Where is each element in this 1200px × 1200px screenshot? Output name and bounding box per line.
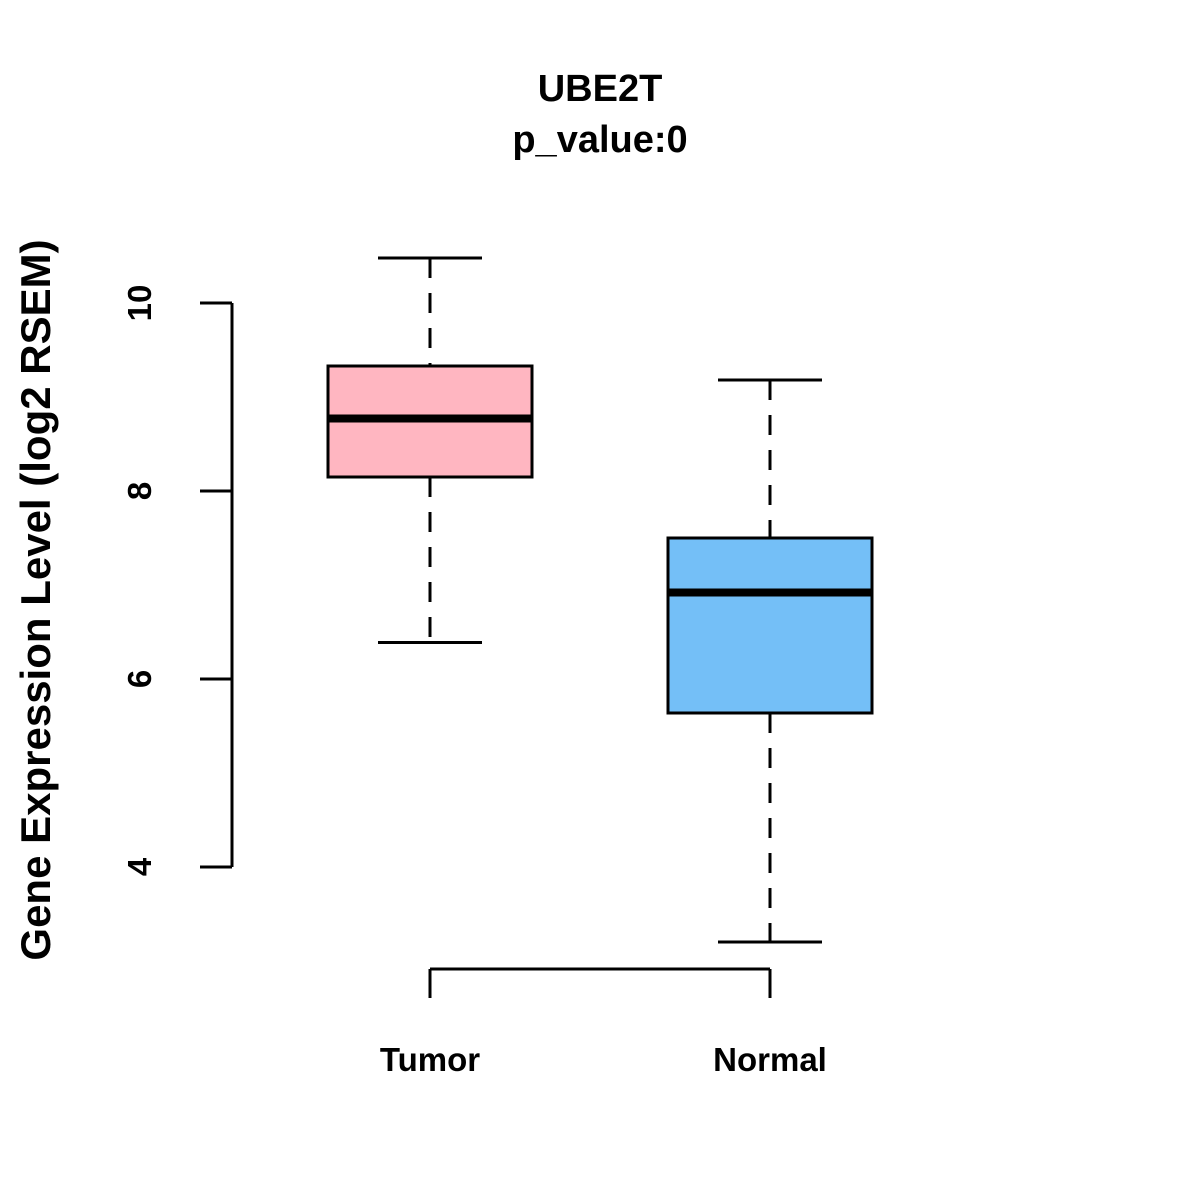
chart-subtitle: p_value:0 <box>512 119 688 161</box>
y-tick-label: 10 <box>121 284 158 322</box>
x-axis-label-normal: Normal <box>713 1041 827 1078</box>
chart-title: UBE2T <box>537 68 663 110</box>
y-tick-label: 6 <box>121 669 158 689</box>
normal-box <box>666 536 874 715</box>
x-axis-label-tumor: Tumor <box>379 1041 481 1078</box>
y-axis-label: Gene Expression Level (log2 RSEM) <box>12 239 59 961</box>
y-tick-label: 4 <box>121 857 158 877</box>
y-tick-label: 8 <box>121 481 158 501</box>
